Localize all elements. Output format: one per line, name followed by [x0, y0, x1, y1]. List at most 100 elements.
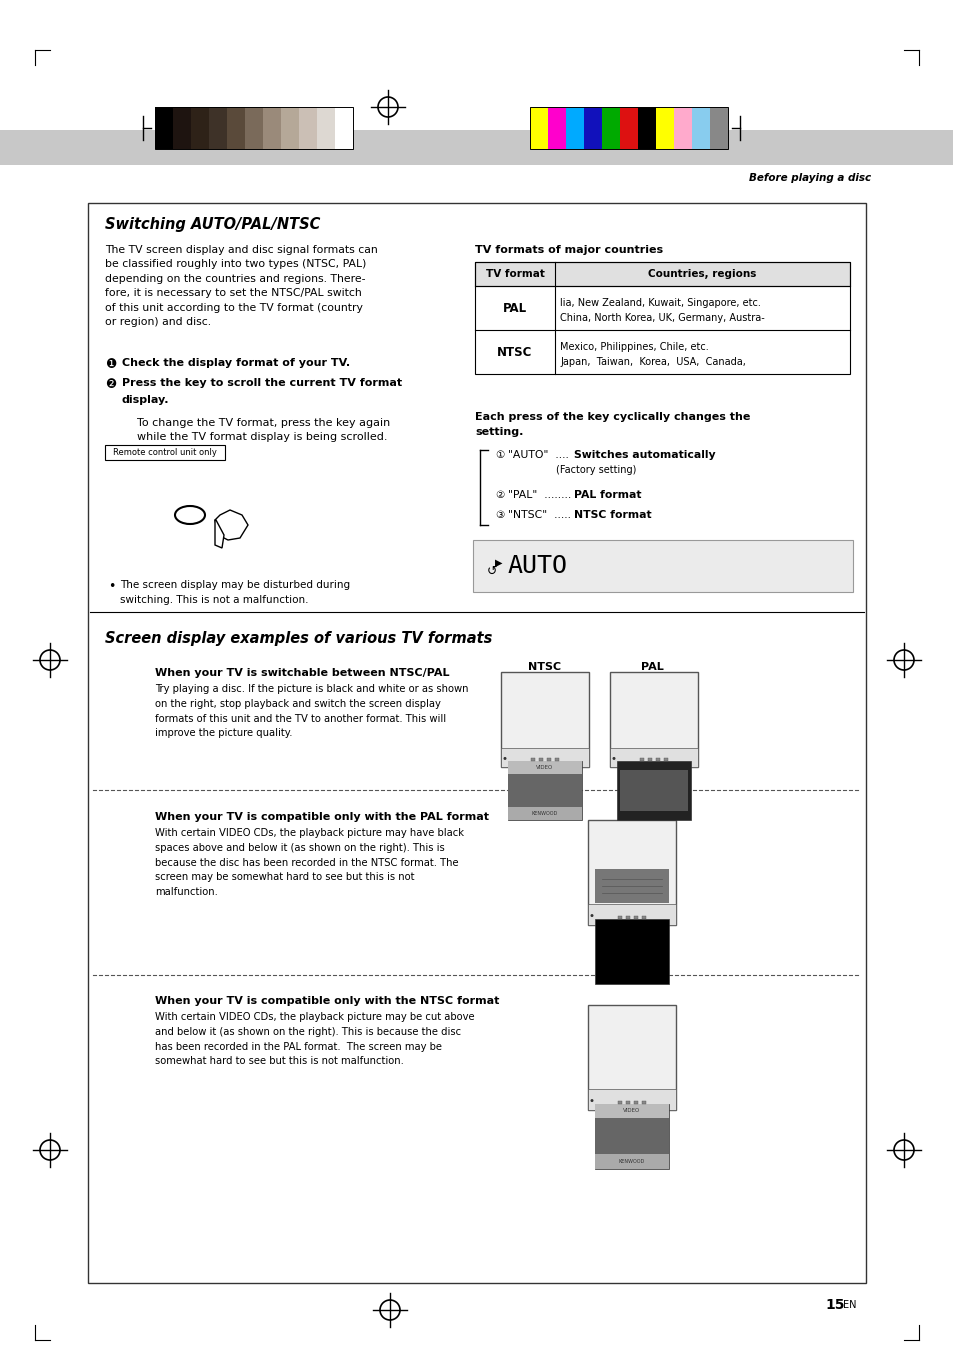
Bar: [263, 107, 281, 149]
Text: NTSC: NTSC: [528, 662, 561, 671]
Bar: [638, 107, 656, 149]
Text: Switching AUTO/PAL/NTSC: Switching AUTO/PAL/NTSC: [105, 218, 320, 232]
Text: Check the display format of your TV.: Check the display format of your TV.: [122, 358, 350, 367]
Text: "PAL"  ........: "PAL" ........: [507, 490, 571, 500]
Text: ②: ②: [495, 490, 504, 500]
Bar: [641, 916, 645, 919]
Text: Mexico, Philippines, Chile, etc.: Mexico, Philippines, Chile, etc.: [559, 342, 708, 353]
Bar: [619, 107, 638, 149]
Bar: [531, 758, 535, 762]
Text: ↺: ↺: [486, 565, 497, 577]
Bar: [609, 748, 698, 767]
Circle shape: [590, 915, 593, 917]
Bar: [105, 444, 225, 459]
Text: The screen display may be disturbed during
switching. This is not a malfunction.: The screen display may be disturbed duri…: [120, 580, 350, 605]
Bar: [507, 808, 581, 820]
Text: Remote control unit only: Remote control unit only: [113, 449, 216, 457]
Bar: [609, 671, 698, 767]
Bar: [625, 916, 629, 919]
Bar: [88, 203, 865, 1283]
Text: ▶: ▶: [495, 558, 502, 567]
Circle shape: [590, 1100, 593, 1102]
Text: Each press of the key cyclically changes the: Each press of the key cyclically changes…: [475, 412, 750, 422]
Text: Screen display examples of various TV formats: Screen display examples of various TV fo…: [105, 631, 492, 646]
Bar: [227, 107, 245, 149]
Text: Japan,  Taiwan,  Korea,  USA,  Canada,: Japan, Taiwan, Korea, USA, Canada,: [559, 357, 745, 367]
Bar: [298, 107, 316, 149]
Bar: [594, 919, 669, 984]
Bar: [639, 758, 643, 762]
Text: TV format: TV format: [485, 269, 544, 280]
Text: EN: EN: [842, 1300, 856, 1310]
Text: China, North Korea, UK, Germany, Austra-: China, North Korea, UK, Germany, Austra-: [559, 313, 764, 323]
Bar: [245, 107, 263, 149]
Bar: [594, 1119, 669, 1155]
Text: while the TV format display is being scrolled.: while the TV format display is being scr…: [137, 432, 387, 442]
Bar: [634, 1101, 638, 1104]
Text: lia, New Zealand, Kuwait, Singapore, etc.: lia, New Zealand, Kuwait, Singapore, etc…: [559, 299, 760, 308]
Polygon shape: [214, 520, 224, 549]
Bar: [587, 1089, 676, 1111]
Bar: [335, 107, 353, 149]
Text: The TV screen display and disc signal formats can
be classified roughly into two: The TV screen display and disc signal fo…: [105, 245, 377, 327]
Bar: [641, 1101, 645, 1104]
Text: ❶: ❶: [105, 358, 116, 372]
Text: NTSC format: NTSC format: [574, 509, 651, 520]
Bar: [530, 107, 727, 149]
Bar: [172, 107, 191, 149]
Text: AUTO: AUTO: [507, 554, 567, 578]
Bar: [619, 770, 687, 812]
Text: Before playing a disc: Before playing a disc: [748, 173, 870, 182]
Bar: [473, 540, 852, 592]
Bar: [565, 107, 583, 149]
Bar: [691, 107, 709, 149]
Bar: [547, 107, 565, 149]
Bar: [154, 107, 172, 149]
Text: setting.: setting.: [475, 427, 523, 436]
Text: When your TV is switchable between NTSC/PAL: When your TV is switchable between NTSC/…: [154, 667, 449, 678]
Bar: [587, 904, 676, 925]
Bar: [647, 758, 651, 762]
Text: Countries, regions: Countries, regions: [648, 269, 756, 280]
Bar: [634, 916, 638, 919]
Text: VIDEO: VIDEO: [536, 765, 553, 770]
Text: TV formats of major countries: TV formats of major countries: [475, 245, 662, 255]
Bar: [594, 1155, 669, 1169]
Bar: [500, 748, 588, 767]
Bar: [583, 107, 601, 149]
Bar: [316, 107, 335, 149]
Text: PAL format: PAL format: [574, 490, 640, 500]
Bar: [475, 262, 849, 286]
Bar: [507, 762, 581, 774]
Bar: [656, 758, 659, 762]
Bar: [709, 107, 727, 149]
Bar: [673, 107, 691, 149]
Bar: [594, 1104, 669, 1169]
Bar: [191, 107, 209, 149]
Text: To change the TV format, press the key again: To change the TV format, press the key a…: [137, 417, 390, 428]
Circle shape: [503, 757, 506, 761]
Polygon shape: [214, 509, 248, 540]
Bar: [555, 758, 558, 762]
Bar: [601, 107, 619, 149]
Bar: [154, 107, 353, 149]
Bar: [618, 1101, 621, 1104]
Text: Switches automatically: Switches automatically: [574, 450, 715, 459]
Bar: [209, 107, 227, 149]
Bar: [587, 1005, 676, 1111]
Text: KENWOOD: KENWOOD: [532, 811, 558, 816]
Text: KENWOOD: KENWOOD: [618, 1159, 644, 1165]
Text: display.: display.: [122, 394, 170, 405]
Text: •: •: [108, 580, 115, 593]
Bar: [475, 262, 849, 374]
Text: ❷: ❷: [105, 378, 116, 390]
Text: ①: ①: [495, 450, 504, 459]
Bar: [587, 820, 676, 925]
Text: (Factory setting): (Factory setting): [556, 465, 636, 476]
Bar: [616, 762, 691, 820]
Bar: [0, 130, 953, 165]
Text: "AUTO"  ....: "AUTO" ....: [507, 450, 568, 459]
Bar: [625, 1101, 629, 1104]
Bar: [594, 869, 669, 902]
Bar: [507, 774, 581, 808]
